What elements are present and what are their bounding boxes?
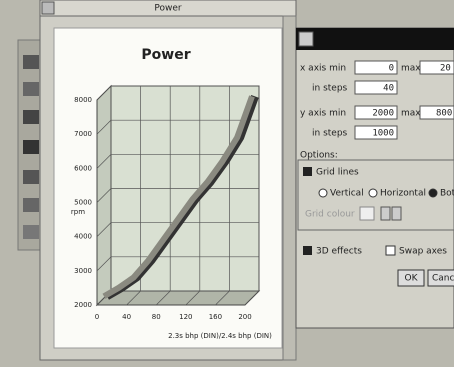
tool-icon[interactable] [23,82,39,96]
close-button[interactable] [42,2,54,14]
grid-colour-label: Grid colour [305,210,355,220]
radio-label: Horizontal [380,189,426,199]
floor [97,291,259,305]
x-tick-label: 80 [152,313,161,321]
x-axis-label: 2.3s bhp (DIN)/2.4s bhp (DIN) [168,332,272,340]
checkbox[interactable] [386,246,395,255]
y-axis-label: rpm [71,208,85,216]
y-tick-label: 8000 [74,96,92,104]
radio-label: Both [440,189,454,199]
y-tick-label: 4000 [74,233,92,241]
tool-icon[interactable] [23,198,39,212]
radio-label: Vertical [330,189,364,199]
field-value: 0 [389,64,394,74]
y-tick-label: 2000 [74,301,92,309]
x-tick-label: 160 [209,313,222,321]
field-label: x axis min [300,64,346,74]
field-value: 800 [436,109,452,119]
y-tick-label: 5000 [74,199,92,207]
checkbox-label: 3D effects [316,247,362,257]
arrow-button[interactable] [392,207,401,220]
field-label: in steps [312,129,348,139]
x-tick-label: 200 [238,313,251,321]
field-label: y axis min [300,109,346,119]
checkbox[interactable] [303,246,312,255]
tool-icon[interactable] [23,55,39,69]
checkbox-label: Swap axes [399,247,447,257]
y-tick-label: 7000 [74,130,92,138]
field-label: max [401,109,421,119]
screen: Power Power rpm 2.3s bhp (DIN)/2.4s bhp … [0,0,454,367]
field-value: 20 [440,64,451,74]
field-label: max [401,64,421,74]
radio[interactable] [369,189,377,197]
field-label: in steps [312,84,348,94]
x-tick-label: 120 [179,313,192,321]
radio[interactable] [319,189,327,197]
checkbox-label: Grid lines [316,168,359,178]
field-value: 40 [383,84,394,94]
tool-icon[interactable] [23,140,39,154]
field-value: 1000 [372,129,394,139]
checkbox[interactable] [303,167,312,176]
options-label: Options: [300,151,338,161]
arrow-button[interactable] [381,207,390,220]
radio[interactable] [429,189,437,197]
close-button[interactable] [299,32,313,46]
tool-icon[interactable] [23,110,39,124]
chart-title: Power [141,47,190,63]
tool-icon[interactable] [23,170,39,184]
x-tick-label: 40 [122,313,131,321]
desktop: Power Power rpm 2.3s bhp (DIN)/2.4s bhp … [0,0,454,367]
button-label: Cancel [432,274,454,284]
colour-box[interactable] [360,207,374,220]
button-label: OK [405,274,419,284]
tool-icon[interactable] [23,225,39,239]
scrollbar[interactable] [283,16,296,360]
field-value: 2000 [372,109,394,119]
x-tick-label: 0 [95,313,99,321]
y-tick-label: 6000 [74,164,92,172]
plot: 2000 3000 4000 5000 6000 7000 8000 0 40 80 120 160 2… [74,86,259,321]
dialog-title-bar[interactable] [296,28,454,50]
y-tick-label: 3000 [74,267,92,275]
window-title: Power [154,4,182,14]
